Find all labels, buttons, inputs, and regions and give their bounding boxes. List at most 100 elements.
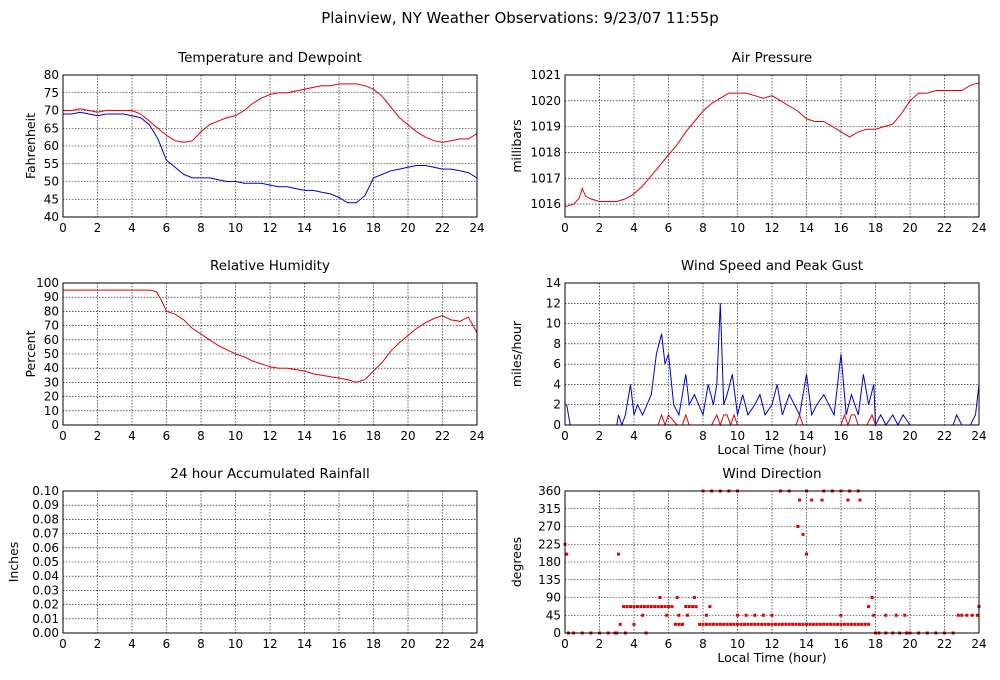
wind-speed-ytick-label: 14 xyxy=(546,276,561,290)
wind-direction-point xyxy=(839,622,843,626)
wind-direction-point xyxy=(884,613,888,617)
pressure-xtick-label: 16 xyxy=(833,221,848,235)
wind-direction-point xyxy=(829,622,833,626)
wind-direction-point xyxy=(846,498,850,502)
pressure-xtick-label: 20 xyxy=(902,221,917,235)
wind-direction-grid xyxy=(565,491,979,633)
wind-direction-point xyxy=(777,622,781,626)
temperature-ytick-label: 40 xyxy=(44,210,59,224)
wind-direction-xtick-label: 18 xyxy=(868,637,883,651)
wind-direction-point xyxy=(798,622,802,626)
temperature-ylabel: Fahrenheit xyxy=(23,113,38,179)
wind-direction-point xyxy=(856,622,860,626)
humidity-ytick-label: 50 xyxy=(44,347,59,361)
wind-direction-point xyxy=(836,622,840,626)
temperature-ytick-label: 65 xyxy=(44,121,59,135)
wind-direction-point xyxy=(565,552,569,556)
wind-direction-ytick-label: 270 xyxy=(538,520,561,534)
rainfall-xtick-label: 0 xyxy=(59,637,67,651)
wind-direction-point xyxy=(753,613,757,617)
pressure-ytick-label: 1019 xyxy=(530,120,561,134)
humidity-grid xyxy=(63,283,477,425)
pressure-ytick-label: 1020 xyxy=(530,94,561,108)
temperature-xtick-label: 18 xyxy=(366,221,381,235)
wind-direction-xtick-label: 0 xyxy=(561,637,569,651)
pressure-xtick-label: 22 xyxy=(937,221,952,235)
wind-direction-xtick-label: 12 xyxy=(764,637,779,651)
rainfall-xtick-label: 2 xyxy=(94,637,102,651)
pressure-series-0-line xyxy=(564,82,980,208)
rainfall-xtick-label: 14 xyxy=(297,637,312,651)
wind-direction-point xyxy=(694,605,698,609)
wind-speed-ylabel: miles/hour xyxy=(509,320,524,387)
wind-direction-xtick-label: 10 xyxy=(730,637,745,651)
temperature-ytick-label: 50 xyxy=(44,175,59,189)
wind-speed-xtick-label: 2 xyxy=(596,429,604,443)
temperature-ytick-label: 45 xyxy=(44,192,59,206)
humidity-ytick-label: 30 xyxy=(44,375,59,389)
wind-direction-ytick-label: 135 xyxy=(538,573,561,587)
humidity-xtick-label: 10 xyxy=(228,429,243,443)
rainfall-plot-area xyxy=(62,490,478,634)
wind-direction-point xyxy=(677,622,681,626)
wind-direction-point xyxy=(677,613,681,617)
wind-speed-xtick-label: 0 xyxy=(561,429,569,443)
wind-direction-point xyxy=(663,605,667,609)
wind-direction-point xyxy=(675,596,679,599)
temperature-series-1-line xyxy=(63,111,478,204)
wind-direction-ytick-label: 315 xyxy=(538,502,561,516)
pressure-ytick-label: 1018 xyxy=(530,145,561,159)
wind-direction-point xyxy=(732,622,736,626)
wind-direction-point xyxy=(742,622,746,626)
wind-direction-point xyxy=(870,596,874,599)
rainfall-ytick-label: 0.05 xyxy=(32,555,59,569)
rainfall-ytick-label: 0.00 xyxy=(32,626,59,640)
wind-direction-point xyxy=(632,622,636,626)
rainfall-ytick-label: 0.01 xyxy=(32,612,59,626)
wind-direction-point xyxy=(739,622,743,626)
wind-direction-point xyxy=(867,605,871,609)
wind-direction-point xyxy=(805,622,808,626)
rainfall-ytick-label: 0.03 xyxy=(32,583,59,597)
wind-direction-point xyxy=(708,622,712,626)
temperature-ytick-label: 55 xyxy=(44,157,59,171)
humidity-plot-area xyxy=(62,282,478,426)
wind-direction-point xyxy=(780,622,784,626)
pressure-xtick-label: 14 xyxy=(799,221,814,235)
wind-direction-point xyxy=(872,613,876,617)
rainfall-ytick-label: 0.04 xyxy=(32,569,59,583)
wind-direction-xtick-label: 16 xyxy=(833,637,848,651)
wind-direction-point xyxy=(641,613,645,617)
wind-direction-point xyxy=(853,622,857,626)
pressure-xtick-label: 18 xyxy=(868,221,883,235)
pressure-plot-area xyxy=(564,74,980,218)
wind-direction-point xyxy=(704,622,708,626)
wind-direction-point xyxy=(687,605,691,609)
wind-direction-point xyxy=(725,622,729,626)
temperature-xtick-label: 16 xyxy=(331,221,346,235)
wind-direction-point xyxy=(956,613,960,617)
wind-speed-plot-area xyxy=(564,282,980,426)
wind-direction-point xyxy=(642,605,646,609)
temperature-xtick-label: 6 xyxy=(163,221,171,235)
wind-direction-point xyxy=(761,613,765,617)
wind-direction-point xyxy=(632,605,636,609)
wind-speed-xtick-label: 12 xyxy=(764,429,779,443)
wind-direction-point xyxy=(736,613,739,617)
rainfall-ylabel: Inches xyxy=(6,542,21,583)
pressure-ytick-label: 1016 xyxy=(530,197,561,211)
pressure-xtick-label: 8 xyxy=(699,221,707,235)
wind-direction-point xyxy=(801,532,805,536)
wind-direction-xtick-label: 14 xyxy=(799,637,814,651)
temperature-xtick-label: 4 xyxy=(128,221,136,235)
humidity-xtick-label: 18 xyxy=(366,429,381,443)
wind-direction-point xyxy=(811,622,815,626)
wind-speed-ytick-label: 0 xyxy=(553,418,561,432)
wind-direction-xtick-label: 4 xyxy=(630,637,638,651)
